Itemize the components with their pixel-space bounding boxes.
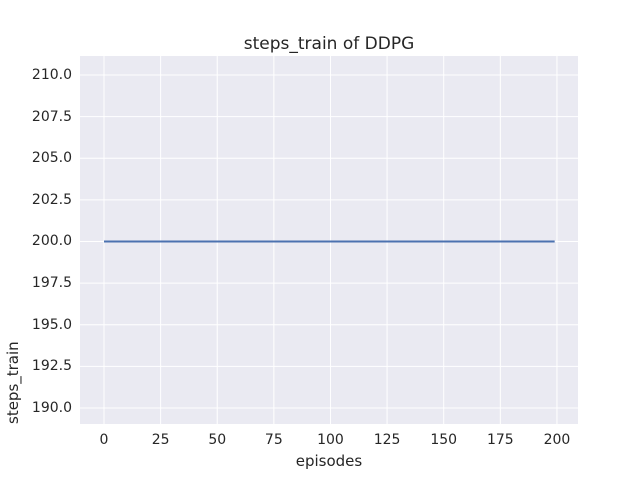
x-tick-label: 50 — [208, 432, 227, 448]
y-tick-label: 190.0 — [31, 400, 72, 416]
x-tick-label: 150 — [430, 432, 458, 448]
x-tick-label: 200 — [543, 432, 571, 448]
y-tick-label: 202.5 — [31, 191, 72, 208]
y-tick-label: 197.5 — [31, 275, 72, 292]
x-tick-label: 0 — [99, 432, 109, 448]
y-tick-label: 205.0 — [31, 150, 72, 167]
y-tick-label: 207.5 — [31, 108, 72, 125]
x-tick-label: 25 — [151, 432, 170, 448]
y-tick-label: 195.0 — [31, 316, 72, 333]
x-tick-label: 175 — [486, 432, 514, 448]
x-axis-label: episodes — [295, 452, 363, 470]
plot-canvas — [80, 56, 578, 424]
y-tick-label: 192.5 — [31, 358, 72, 375]
chart-title: steps_train of DDPG — [243, 34, 415, 54]
plot-area — [80, 56, 578, 424]
y-tick-label: 210.0 — [31, 66, 72, 83]
x-tick-label: 125 — [373, 432, 401, 448]
x-tick-label: 75 — [264, 432, 283, 448]
y-tick-label: 200.0 — [31, 233, 72, 250]
x-tick-label: 100 — [317, 432, 344, 448]
